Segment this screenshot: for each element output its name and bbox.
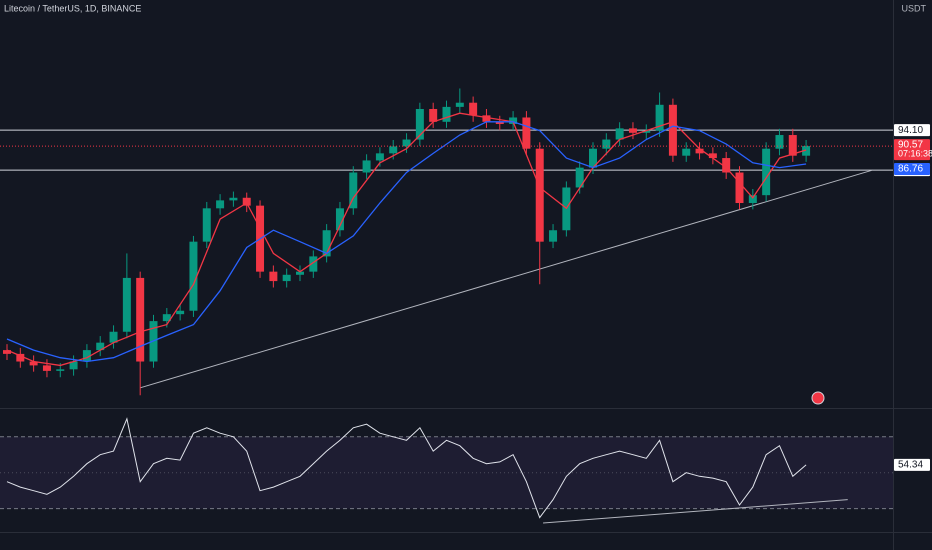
- candle-body: [349, 172, 358, 209]
- moving-average: [6, 121, 807, 363]
- candle-body: [628, 128, 637, 133]
- candle-body: [402, 139, 411, 147]
- candle-body: [482, 115, 491, 122]
- candle-body: [269, 271, 278, 282]
- candle-body: [642, 130, 651, 133]
- candle-body: [16, 353, 25, 362]
- rsi-line: [6, 417, 807, 519]
- candle-body: [122, 277, 131, 332]
- level-label: 94.10: [898, 125, 923, 136]
- candle-body: [695, 148, 704, 154]
- candle-body: [668, 104, 677, 156]
- candle-body: [176, 310, 185, 315]
- last-price-box: [894, 139, 930, 161]
- candle-body: [109, 331, 118, 343]
- candle-body: [202, 208, 211, 242]
- candle-body: [322, 230, 331, 257]
- candle-body: [602, 139, 611, 149]
- candle-body: [442, 106, 451, 122]
- candle-body: [575, 167, 584, 188]
- candle-body: [216, 200, 225, 209]
- rsi-label-box: [894, 458, 930, 471]
- candle-body: [589, 148, 597, 168]
- candle-body: [162, 314, 171, 322]
- candle-body: [229, 197, 238, 201]
- candle-body: [549, 230, 558, 242]
- ma-label-box: [894, 162, 930, 175]
- candle-body: [722, 158, 731, 173]
- candle-body: [509, 117, 518, 124]
- candle-body: [335, 208, 344, 231]
- candle-body: [389, 146, 398, 154]
- candle-body: [309, 256, 318, 272]
- candle-body: [415, 108, 424, 140]
- candle-body: [96, 342, 105, 351]
- moving-average: [6, 112, 807, 367]
- candle-body: [708, 153, 717, 159]
- trendline: [140, 169, 873, 389]
- candle-body: [82, 350, 91, 362]
- candle-body: [615, 128, 624, 140]
- candle-body: [469, 102, 478, 116]
- candle-body: [69, 361, 78, 370]
- candle-body: [136, 277, 145, 362]
- candle-body: [522, 117, 531, 149]
- candle-body: [296, 271, 304, 275]
- chart-title: Litecoin / TetherUS, 1D, BINANCE: [4, 3, 141, 13]
- candle-body: [362, 160, 371, 173]
- candle-body: [42, 365, 51, 371]
- candle-body: [455, 102, 464, 107]
- candle-body: [495, 121, 504, 124]
- candle-body: [802, 146, 811, 156]
- candle-body: [56, 369, 65, 371]
- candle-body: [535, 148, 544, 242]
- candle-body: [429, 108, 438, 122]
- candle-body: [2, 350, 11, 354]
- candle-body: [735, 172, 744, 204]
- candle-body: [682, 148, 691, 156]
- last-price-label: 90.57: [898, 140, 923, 151]
- currency: USDT: [902, 3, 927, 13]
- countdown: 07:16:38: [898, 148, 932, 158]
- ma-label: 86.76: [898, 164, 923, 175]
- candle-body: [655, 104, 664, 131]
- candle-body: [375, 153, 384, 161]
- candle-body: [242, 197, 251, 206]
- candle-body: [189, 241, 198, 311]
- candle-body: [748, 195, 757, 204]
- rsi-label: 54.34: [898, 460, 923, 471]
- flag-icon[interactable]: [811, 391, 825, 405]
- candle-body: [29, 361, 38, 366]
- candle-body: [775, 135, 784, 149]
- candle-body: [282, 274, 291, 282]
- level-label-box: [894, 124, 930, 137]
- rsi-trendline: [543, 499, 848, 524]
- candle-body: [788, 135, 797, 156]
- candle-body: [762, 148, 771, 196]
